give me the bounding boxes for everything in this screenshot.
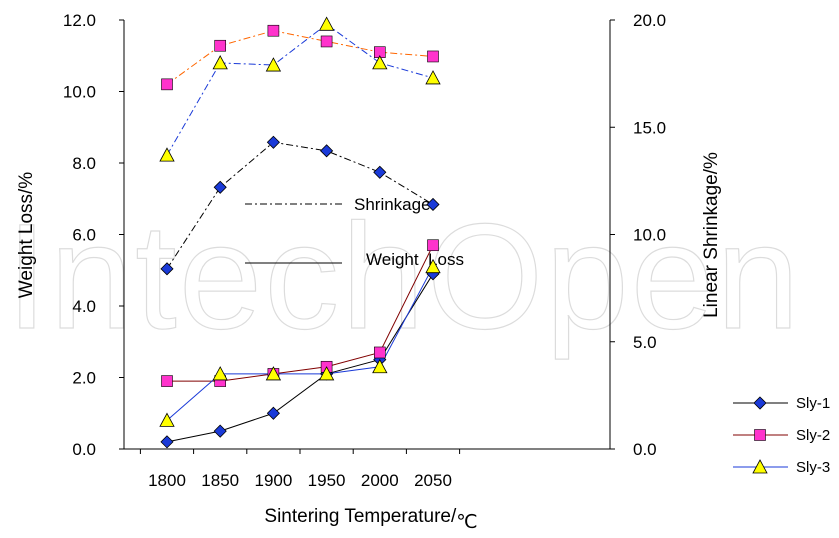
legend: Sly-1 Sly-2 Sly-3 — [733, 395, 830, 476]
legend-sly-2-marker — [754, 429, 766, 441]
sly-3-weight-loss-point — [372, 358, 388, 374]
y-tick-label-left: 0.0 — [72, 440, 96, 459]
sly-2-weight-loss-point — [161, 375, 173, 387]
sly-1-weight-loss-point — [266, 406, 280, 420]
y-ticks-left: 0.0 2.0 4.0 6.0 8.0 10.0 12.0 — [63, 11, 124, 459]
y-tick-label-left: 4.0 — [72, 297, 96, 316]
weight-loss-annotation: Weight Loss — [366, 250, 464, 269]
x-axis-label-text: Sintering Temperature/ — [264, 506, 457, 527]
shrinkage-annotation: Shrinkage — [354, 195, 431, 214]
x-ticks: 1800 1850 1900 1950 2000 2050 — [139, 449, 461, 490]
y-tick-label-right: 20.0 — [633, 11, 666, 30]
y-tick-label-left: 12.0 — [63, 11, 96, 30]
sly-3-weight-loss-point — [425, 258, 441, 274]
y-tick-label-right: 0.0 — [633, 440, 657, 459]
legend-sly-2-label: Sly-2 — [796, 427, 830, 444]
sly-3-shrinkage-point — [372, 55, 388, 70]
legend-sly-3-label: Sly-3 — [796, 459, 830, 476]
x-tick-label: 1900 — [254, 471, 292, 490]
sly-3-shrinkage-point — [265, 57, 282, 72]
sly-3-weight-loss-point — [159, 412, 175, 427]
y-tick-label-left: 10.0 — [63, 83, 96, 102]
x-tick-label: 1850 — [201, 471, 239, 490]
sly-3-weight-loss-point — [265, 366, 282, 381]
sly-3-shrinkage-point — [212, 55, 228, 70]
sly-2-shrinkage-line — [166, 30, 434, 85]
sly-2-shrinkage-point — [267, 24, 280, 37]
sly-3-shrinkage-point — [425, 70, 441, 85]
y-tick-label-left: 2.0 — [72, 369, 96, 388]
sly-1-shrinkage-point — [320, 144, 334, 158]
sly-2-weight-loss-point — [427, 239, 439, 252]
x-tick-label: 2000 — [361, 471, 399, 490]
sly-1-weight-loss-point — [213, 424, 227, 438]
x-tick-label: 2050 — [414, 471, 452, 490]
watermark: IntechOpen — [6, 192, 802, 360]
legend-sly-3-marker — [752, 459, 768, 474]
x-tick-label: 1950 — [308, 471, 346, 490]
sly-2-weight-loss-point — [373, 346, 386, 359]
sly-1-weight-loss-line — [166, 273, 434, 443]
sly-3-weight-loss-point — [212, 366, 228, 381]
sly-2-shrinkage-point — [427, 50, 439, 63]
sly-3-shrinkage-point — [318, 16, 335, 31]
legend-sly-1-marker — [753, 396, 767, 410]
x-axis-unit: ℃ — [456, 512, 477, 533]
y-tick-label-right: 10.0 — [633, 226, 666, 245]
sly-3-shrinkage-line — [166, 23, 434, 156]
sly-2-shrinkage-point — [161, 78, 173, 91]
sly-2-shrinkage-point — [320, 35, 333, 48]
sly-1-shrinkage-point — [160, 262, 174, 276]
sly-3-weight-loss-point — [318, 366, 335, 381]
sly-2-shrinkage-point — [214, 39, 226, 52]
sly-3-weight-loss-line — [166, 266, 434, 421]
x-axis-label: Sintering Temperature/℃ — [264, 506, 477, 533]
sly-1-shrinkage-point — [373, 165, 387, 179]
sly-3-shrinkage-point — [159, 147, 175, 162]
y-tick-label-left: 6.0 — [72, 226, 96, 245]
y-axis-label-left: Weight Loss/% — [16, 172, 37, 298]
plot-area — [159, 16, 441, 449]
sly-1-shrinkage-line — [166, 141, 434, 270]
sly-1-shrinkage-point — [426, 197, 440, 212]
y-tick-label-left: 8.0 — [72, 154, 96, 173]
legend-sly-1-label: Sly-1 — [796, 395, 830, 412]
y-axis-label-right: Linear Shrinkage/% — [701, 152, 722, 318]
y-tick-label-right: 15.0 — [633, 118, 666, 137]
y-tick-label-right: 5.0 — [633, 333, 657, 352]
sly-1-shrinkage-point — [213, 180, 227, 194]
sly-1-weight-loss-point — [160, 435, 174, 449]
x-tick-label: 1800 — [148, 471, 186, 490]
y-ticks-right: 0.0 5.0 10.0 15.0 20.0 — [610, 11, 666, 459]
sly-1-shrinkage-point — [266, 135, 280, 149]
